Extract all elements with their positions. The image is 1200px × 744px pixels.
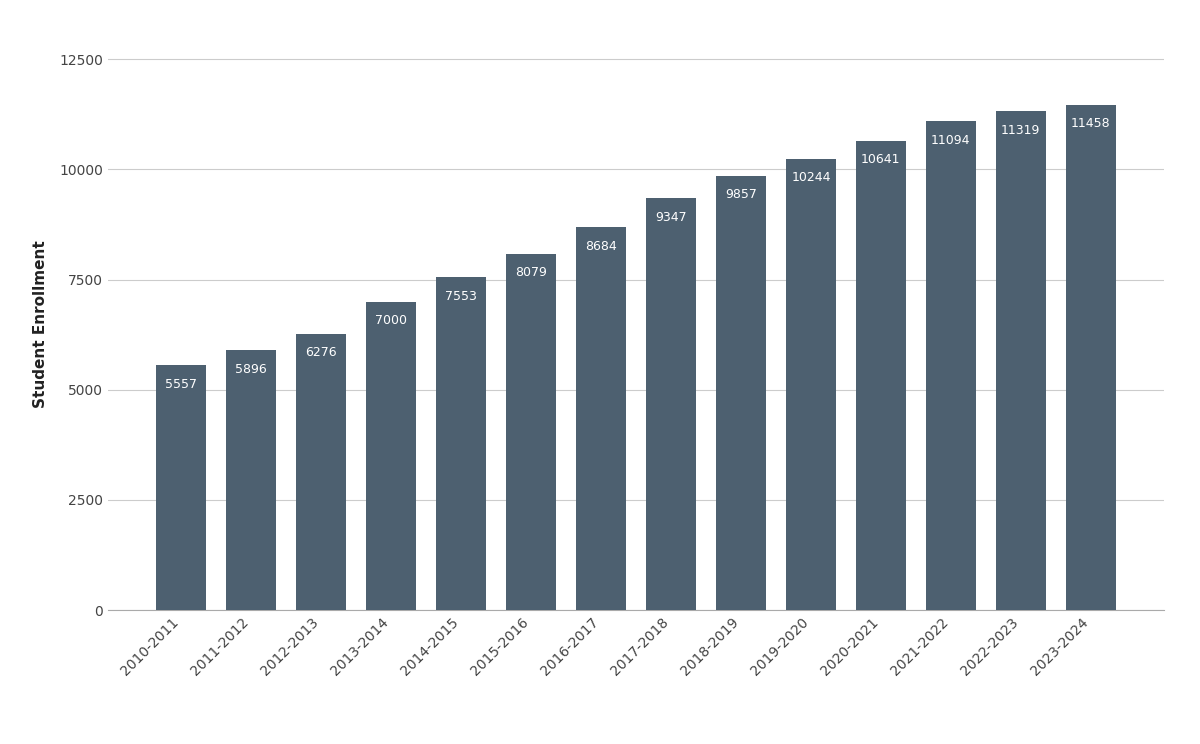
Y-axis label: Student Enrollment: Student Enrollment xyxy=(34,240,48,408)
Bar xyxy=(576,228,626,610)
Bar xyxy=(296,333,347,610)
Text: 11458: 11458 xyxy=(1070,118,1111,130)
Text: 11319: 11319 xyxy=(1001,124,1040,137)
Text: 9347: 9347 xyxy=(655,211,686,223)
Bar xyxy=(996,112,1046,610)
Bar xyxy=(436,278,486,610)
Bar xyxy=(786,158,836,610)
Text: 7000: 7000 xyxy=(376,314,407,327)
Bar xyxy=(646,198,696,610)
Text: 8079: 8079 xyxy=(515,266,547,280)
Text: 9857: 9857 xyxy=(725,188,757,201)
Bar xyxy=(1066,105,1116,610)
Bar xyxy=(856,141,906,610)
Text: 11094: 11094 xyxy=(931,133,971,147)
Text: 7553: 7553 xyxy=(445,289,478,303)
Bar xyxy=(156,365,206,610)
Text: 10641: 10641 xyxy=(862,153,901,167)
Bar xyxy=(715,176,766,610)
Bar xyxy=(925,121,976,610)
Text: 10244: 10244 xyxy=(791,171,830,184)
Text: 5896: 5896 xyxy=(235,362,268,376)
Bar xyxy=(366,301,416,610)
Text: 8684: 8684 xyxy=(586,240,617,253)
Text: 6276: 6276 xyxy=(305,346,337,359)
Bar xyxy=(506,254,557,610)
Text: 5557: 5557 xyxy=(166,377,197,391)
Bar xyxy=(226,350,276,610)
